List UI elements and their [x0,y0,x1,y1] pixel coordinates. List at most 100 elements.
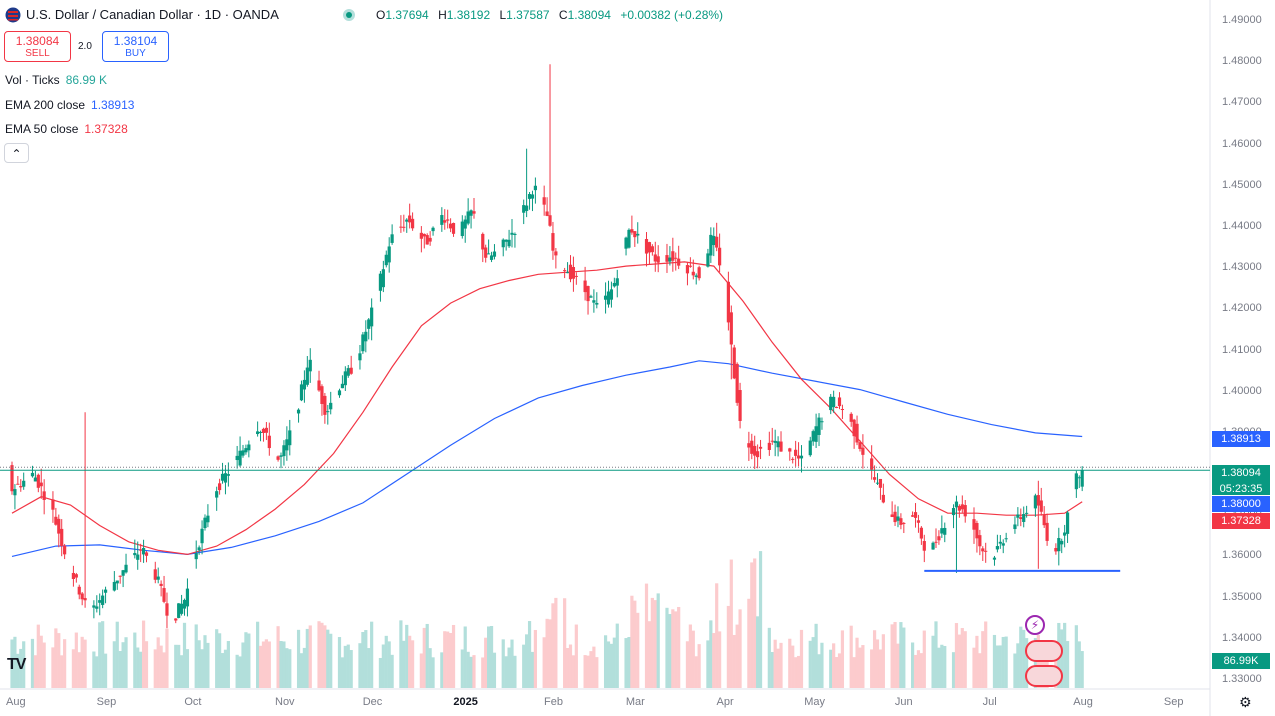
volume-bar [440,652,444,688]
candle-body [551,233,555,251]
candle-body [197,547,201,551]
canada-flag-event-icon[interactable] [1025,640,1063,662]
volume-bar [574,624,578,688]
volume-bar [794,657,798,688]
volume-bar [16,653,20,688]
volume-bar [235,654,239,688]
volume-bar [340,657,345,688]
volume-bar [244,632,248,688]
volume-bar [361,632,365,688]
candle-body [156,576,160,580]
volume-bar [80,636,84,688]
volume-bar [1022,629,1026,688]
volume-bar [978,653,982,688]
ohlc-close-label: C [558,8,568,22]
candle-body [691,271,695,276]
volume-bar [223,649,228,688]
volume-bar [481,657,485,688]
volume-bar [472,655,476,688]
volume-bar [685,641,690,688]
volume-bar [95,656,99,688]
candle-body [57,518,61,534]
volume-bar [504,656,508,688]
indicator-ema200[interactable]: EMA 200 close 1.38913 [5,98,134,112]
volume-bar [589,651,593,688]
candle-body [677,258,681,266]
volume-bar [779,642,783,688]
candle-body [545,211,549,216]
volume-bar [206,642,210,688]
volume-bar [916,650,921,688]
time-tick-label: Dec [362,696,383,708]
time-tick-label: Jul [982,696,997,708]
candle-body [264,427,268,433]
indicator-volume-label: Vol · Ticks [5,73,60,87]
volume-bar [542,637,546,688]
ema200-price-tag: 1.38913 [1212,431,1270,447]
candle-body [893,511,897,523]
candle-body [1013,524,1017,530]
volume-bar [568,644,573,688]
candle-body [19,486,23,488]
candle-body [288,430,292,446]
volume-bar [218,633,222,688]
time-tick-label: Aug [1073,696,1093,708]
candle-body [978,535,982,547]
collapse-legend-button[interactable]: ⌃ [4,143,29,163]
indicator-volume[interactable]: Vol · Ticks 86.99 K [5,73,107,87]
candle-body [712,235,716,246]
candle-body [694,275,698,277]
candle-body [203,517,207,529]
time-tick-label: May [804,696,826,708]
gear-icon[interactable]: ⚙ [1239,694,1252,710]
volume-bar [758,551,763,688]
candle-body [162,588,166,602]
ema50-line [11,261,1083,556]
sell-button[interactable]: 1.38084 SELL [4,31,71,62]
symbol-title[interactable]: U.S. Dollar / Canadian Dollar · 1D · OAN… [26,7,279,22]
candle-body [200,528,204,544]
volume-bar [194,624,198,688]
candle-body [770,440,774,442]
candle-body [1057,538,1061,552]
lightning-event-icon[interactable]: ⚡ [1025,615,1045,635]
buy-button[interactable]: 1.38104 BUY [102,31,169,62]
candle-body [244,448,248,453]
volume-bar [54,628,58,688]
candle-body [320,386,324,404]
volume-bar [551,603,555,688]
volume-bar [346,644,350,688]
indicator-ema50[interactable]: EMA 50 close 1.37328 [5,122,128,136]
volume-bar [60,655,64,688]
candle-body [794,449,798,456]
volume-bar [820,642,824,688]
candle-body [992,557,997,560]
candle-body [460,221,464,237]
volume-bar [387,641,391,688]
candle-body [182,599,187,609]
candle-body [984,550,988,552]
volume-bar [30,638,35,688]
us-flag-event-icon[interactable] [1025,665,1063,687]
indicator-ema200-label: EMA 200 close [5,98,86,112]
candle-body [767,442,771,450]
volume-bar [174,644,178,688]
candle-body [98,600,102,603]
volume-bar [992,634,997,688]
sell-price: 1.38084 [15,34,60,48]
candle-body [405,219,409,222]
candle-body [674,257,678,259]
candle-body [753,445,757,456]
candle-body [837,397,842,407]
candle-body [852,419,856,437]
volume-bar [1001,636,1005,688]
volume-bar [410,640,415,688]
tradingview-logo[interactable]: TV [7,656,26,673]
volume-bar [934,621,938,688]
candle-body [937,536,941,541]
volume-bar [10,639,14,688]
volume-bar [899,622,903,688]
volume-bar [627,637,631,688]
volume-bar [141,620,146,688]
